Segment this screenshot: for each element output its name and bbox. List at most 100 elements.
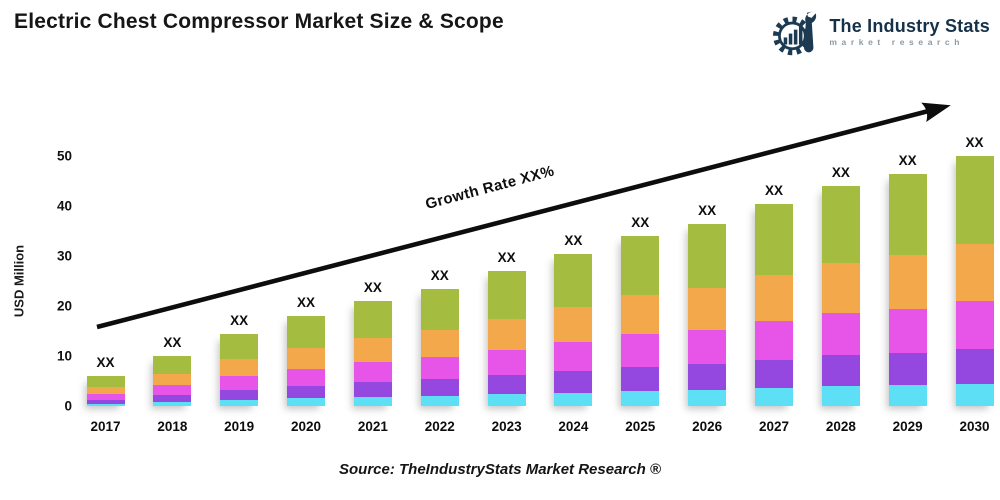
stacked-bar-2018 [153, 356, 192, 406]
bar-segment-segment-4 [86, 387, 125, 394]
bar-segment-segment-2 [220, 389, 259, 400]
bar-segment-segment-2 [554, 371, 593, 393]
bar-segment-segment-3 [287, 368, 326, 386]
stacked-bar-2019 [220, 333, 259, 406]
bar-segment-segment-2 [153, 394, 192, 402]
y-tick-40: 40 [56, 198, 72, 214]
bar-segment-segment-5-top [287, 316, 326, 348]
bar-segment-segment-1-bottom [420, 395, 459, 406]
bar-segment-segment-1-bottom [353, 396, 392, 406]
bar-segment-segment-4 [287, 348, 326, 369]
bar-segment-segment-5-top [688, 223, 727, 288]
bar-segment-segment-4 [487, 318, 526, 350]
stacked-bar-2026 [688, 223, 727, 406]
bar-segment-segment-3 [220, 375, 259, 390]
bar-segment-segment-4 [353, 338, 392, 362]
bar-value-label-2021: XX [363, 280, 382, 295]
stacked-bar-2030 [955, 156, 994, 406]
stacked-bar-2022 [420, 288, 459, 406]
bar-value-label-2022: XX [430, 267, 449, 283]
bar-segment-segment-5-top [955, 156, 994, 244]
x-tick-2027: 2027 [758, 419, 790, 434]
bar-segment-segment-1-bottom [621, 390, 660, 406]
bar-segment-segment-5-top [353, 301, 392, 338]
bar-segment-segment-3 [353, 362, 392, 382]
bar-segment-segment-3 [821, 313, 860, 355]
x-tick-2028: 2028 [825, 419, 856, 434]
source-note: Source: TheIndustryStats Market Research… [339, 461, 661, 478]
bar-segment-segment-2 [287, 385, 326, 398]
stacked-bar-2021 [353, 301, 392, 406]
growth-rate-annotation: Growth Rate XX% [423, 162, 557, 213]
bar-segment-segment-5-top [554, 253, 593, 307]
bar-segment-segment-1-bottom [86, 403, 125, 406]
bar-segment-segment-2 [86, 399, 125, 404]
bar-segment-segment-2 [420, 379, 459, 396]
x-tick-2022: 2022 [424, 419, 455, 434]
bar-segment-segment-1-bottom [220, 399, 259, 406]
x-tick-2029: 2029 [892, 419, 923, 434]
bar-segment-segment-3 [420, 356, 459, 379]
bar-segment-segment-5-top [755, 203, 793, 275]
bar-segment-segment-1-bottom [755, 388, 793, 406]
page-title: Electric Chest Compressor Market Size & … [14, 10, 504, 33]
bar-value-label-2027: XX [764, 182, 783, 198]
bar-segment-segment-4 [220, 359, 259, 376]
bar-value-label-2026: XX [698, 202, 717, 218]
bar-segment-segment-3 [621, 334, 660, 367]
x-tick-2018: 2018 [157, 419, 188, 434]
stacked-bar-2025 [621, 236, 660, 406]
bar-segment-segment-2 [888, 352, 927, 385]
bar-value-label-2023: XX [497, 250, 516, 265]
x-tick-2023: 2023 [491, 419, 522, 434]
bar-value-label-2029: XX [898, 152, 917, 168]
bar-segment-segment-2 [487, 375, 526, 394]
x-tick-2024: 2024 [558, 419, 589, 434]
x-tick-2019: 2019 [224, 419, 255, 434]
stacked-bar-2024 [554, 253, 593, 406]
x-tick-2026: 2026 [692, 419, 723, 434]
x-tick-2025: 2025 [625, 419, 656, 434]
bar-value-label-2028: XX [831, 165, 850, 180]
x-tick-2017: 2017 [90, 419, 121, 434]
bar-segment-segment-1-bottom [821, 386, 860, 406]
gear-wrench-chart-icon [773, 11, 817, 56]
stacked-bar-2017 [86, 376, 125, 406]
y-tick-0: 0 [64, 398, 72, 414]
bar-segment-segment-3 [86, 394, 125, 400]
bar-chart-glyph [784, 25, 803, 45]
bar-segment-segment-5-top [220, 333, 259, 359]
y-axis-title: USD Million [11, 244, 27, 318]
bar-segment-segment-4 [821, 262, 860, 313]
bar-segment-segment-2 [955, 348, 994, 384]
bar-value-label-2020: XX [297, 295, 316, 310]
stacked-bar-2029 [888, 173, 927, 406]
bar-segment-segment-3 [755, 321, 793, 360]
bar-segment-segment-5-top [621, 236, 660, 295]
bar-segment-segment-5-top [420, 288, 459, 330]
bar-segment-segment-4 [688, 287, 727, 330]
bar-segment-segment-4 [621, 295, 660, 334]
bar-segment-segment-3 [955, 301, 994, 349]
x-tick-2020: 2020 [291, 419, 322, 434]
brand-name: The Industry Stats [829, 15, 990, 36]
bar-value-label-2030: XX [965, 135, 984, 150]
bar-segment-segment-4 [420, 329, 459, 357]
y-tick-10: 10 [56, 348, 72, 364]
bar-segment-segment-2 [353, 382, 392, 397]
brand-logo: The Industry Stats market research [772, 7, 990, 57]
stacked-bar-2020 [287, 316, 326, 406]
bar-segment-segment-1-bottom [487, 394, 526, 406]
bar-segment-segment-1-bottom [955, 383, 994, 406]
bar-value-label-2018: XX [163, 335, 182, 350]
bar-segment-segment-4 [955, 243, 994, 301]
bar-segment-segment-5-top [153, 356, 192, 374]
bar-segment-segment-1-bottom [688, 389, 727, 406]
bar-segment-segment-2 [821, 355, 860, 386]
y-tick-30: 30 [56, 248, 72, 264]
y-tick-20: 20 [56, 298, 72, 314]
bar-segment-segment-2 [755, 359, 793, 388]
wrench-glyph [804, 11, 817, 53]
brand-tagline: market research [829, 37, 965, 48]
